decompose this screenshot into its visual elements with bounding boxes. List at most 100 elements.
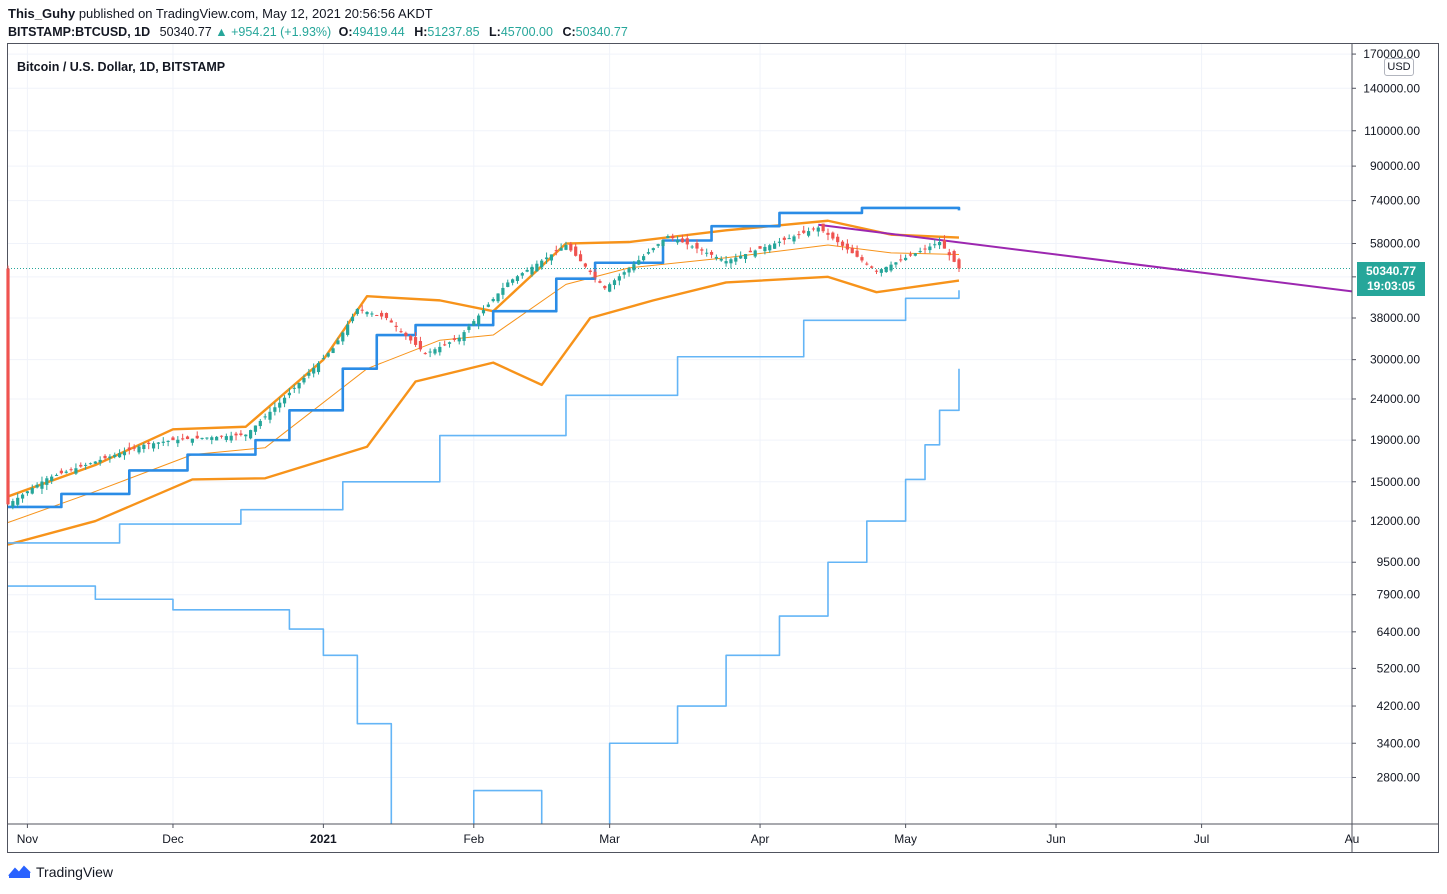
y-tick-label: 4200.00 <box>1377 699 1421 713</box>
series-line-step-light-upper <box>8 290 960 544</box>
candle-up <box>30 488 34 494</box>
change: +954.21 (+1.93%) <box>231 25 332 39</box>
candle-up <box>753 250 757 257</box>
candle-down <box>360 309 364 311</box>
grid <box>8 44 1353 824</box>
candle-down <box>554 250 558 252</box>
candle-up <box>210 437 214 440</box>
candle-down <box>452 338 456 340</box>
candle-down <box>171 437 175 441</box>
x-tick-label: Feb <box>463 832 484 846</box>
candle-up <box>719 258 723 261</box>
candle-down <box>394 325 398 327</box>
candle-down <box>826 232 830 235</box>
candle-down <box>399 331 403 333</box>
candle-up <box>632 264 636 271</box>
candle-up <box>612 280 617 285</box>
candle-down <box>700 249 704 251</box>
candle-up <box>35 484 39 488</box>
candle-up <box>564 245 568 250</box>
candle-down <box>680 238 685 243</box>
candle-down <box>574 246 578 256</box>
candle-up <box>666 236 670 239</box>
candle-up <box>229 435 233 441</box>
candle-up <box>258 420 262 427</box>
candle-up <box>913 253 917 256</box>
indicator-series <box>8 206 1352 824</box>
candle-up <box>263 416 267 418</box>
candle-down <box>593 271 597 278</box>
candle-up <box>273 407 277 412</box>
candle-down <box>865 263 869 265</box>
y-tick-label: 2800.00 <box>1377 770 1421 784</box>
candle-down <box>685 238 689 245</box>
candle-up <box>287 392 292 396</box>
candle-down <box>404 332 408 336</box>
candle-up <box>792 236 796 242</box>
candle-up <box>472 321 476 326</box>
candle-up <box>739 255 743 259</box>
candle-up <box>724 261 728 264</box>
candle-up <box>690 246 694 248</box>
candle-down <box>443 344 447 346</box>
candle-up <box>608 284 612 292</box>
candle-up <box>40 481 44 489</box>
candle-down <box>185 436 190 440</box>
candle-up <box>297 382 301 389</box>
x-tick-label: Jul <box>1194 832 1209 846</box>
candle-up <box>166 440 170 442</box>
candle-up <box>481 310 486 314</box>
publish-date: published on TradingView.com, May 12, 20… <box>78 6 433 21</box>
candle-down <box>103 455 107 459</box>
candle-down <box>147 442 151 445</box>
candle-down <box>860 257 864 261</box>
y-tick-label: 9500.00 <box>1377 555 1421 569</box>
candle-up <box>16 497 20 505</box>
candle-up <box>316 363 321 373</box>
candle-up <box>511 279 515 283</box>
y-tick-label: 30000.00 <box>1370 353 1420 367</box>
candle-down <box>748 250 752 253</box>
candle-up <box>326 353 330 357</box>
candle-up <box>729 259 733 264</box>
candle-up <box>122 451 127 456</box>
series-line-bb-basis <box>8 244 960 524</box>
price-axis: 170000.00 140000.00 110000.00 90000.00 74000… <box>1351 44 1421 852</box>
candle-down <box>181 438 185 440</box>
current-price-label: 50340.77 19:03:05 <box>1357 262 1425 296</box>
candle-up <box>617 276 621 281</box>
candle-down <box>384 313 389 319</box>
candle-down <box>855 250 859 257</box>
candle-up <box>292 387 296 389</box>
author-name[interactable]: This_Guhy <box>8 6 76 21</box>
candle-up <box>540 260 544 268</box>
last-price: 50340.77 <box>159 25 212 39</box>
series-line-ichimoku-upper <box>8 206 961 509</box>
candle-up <box>501 287 505 295</box>
candle-down <box>782 237 786 240</box>
candle-down <box>831 232 835 239</box>
candle-up <box>530 266 534 275</box>
currency-button[interactable]: USD <box>1384 58 1414 76</box>
candle-up <box>933 244 937 246</box>
candle-up <box>244 434 248 437</box>
candle-up <box>535 263 539 272</box>
candle-down <box>671 236 675 239</box>
candle-up <box>705 252 709 254</box>
tradingview-brand[interactable]: TradingView <box>8 864 113 880</box>
symbol-info: BITSTAMP:BTCUSD, 1D 50340.77 ▲ +954.21 (… <box>8 25 634 39</box>
close-value: 50340.77 <box>575 25 628 39</box>
candle-down <box>845 243 849 250</box>
candle-up <box>438 346 442 353</box>
candle-up <box>54 474 59 476</box>
candle-down <box>709 251 714 255</box>
high-key: H: <box>414 25 428 39</box>
candle-up <box>350 316 355 322</box>
candle-up <box>889 264 893 271</box>
candle-up <box>477 315 481 325</box>
candle-up <box>467 326 471 330</box>
candle-up <box>714 256 718 259</box>
candle-down <box>583 263 587 267</box>
candle-down <box>79 464 83 467</box>
